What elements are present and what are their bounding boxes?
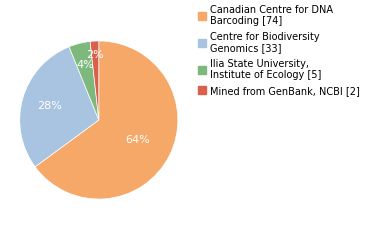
Wedge shape xyxy=(20,47,99,167)
Text: 2%: 2% xyxy=(86,50,104,60)
Text: 28%: 28% xyxy=(37,101,62,111)
Text: 4%: 4% xyxy=(76,60,94,70)
Wedge shape xyxy=(69,42,99,120)
Legend: Canadian Centre for DNA
Barcoding [74], Centre for Biodiversity
Genomics [33], I: Canadian Centre for DNA Barcoding [74], … xyxy=(198,5,360,96)
Text: 64%: 64% xyxy=(125,135,150,145)
Wedge shape xyxy=(35,41,178,199)
Wedge shape xyxy=(90,41,99,120)
